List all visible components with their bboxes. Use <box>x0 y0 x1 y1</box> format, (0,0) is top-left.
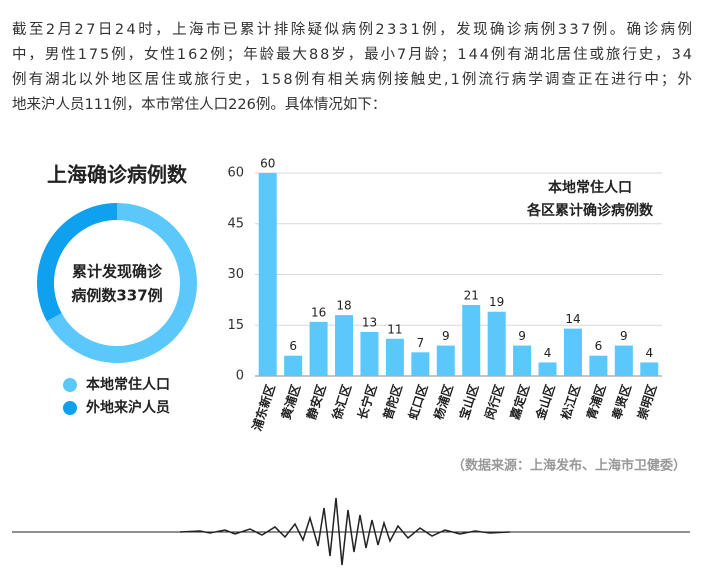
paragraph-line: 地来沪人员111例，本市常住人口226例。具体情况如下： <box>12 96 386 113</box>
x-tick-label: 闵行区 <box>481 382 506 421</box>
paragraph-line: 中，男性175例，女性162例；年龄最大88岁，最小7月龄；144例有湖北居住或… <box>12 45 692 63</box>
value-label: 13 <box>362 316 377 330</box>
value-label: 4 <box>645 346 653 360</box>
bar <box>513 345 532 376</box>
x-tick-label: 金山区 <box>532 382 558 422</box>
x-tick-label: 崇明区 <box>634 382 659 421</box>
value-label: 9 <box>442 329 450 343</box>
legend-swatch <box>63 401 77 415</box>
x-tick-label: 嘉定区 <box>507 382 533 422</box>
x-tick-label: 杨浦区 <box>431 382 456 421</box>
x-tick-label: 长宁区 <box>354 382 379 421</box>
legend-label: 本地常住人口 <box>86 376 170 393</box>
value-label: 11 <box>387 322 402 336</box>
donut-segment <box>36 203 118 322</box>
y-tick-label: 15 <box>227 318 244 333</box>
x-tick-label: 黄浦区 <box>278 382 303 421</box>
y-tick-label: 45 <box>227 216 244 231</box>
value-label: 60 <box>260 157 275 171</box>
bar <box>614 345 633 376</box>
bar <box>589 355 608 376</box>
value-label: 6 <box>289 339 297 353</box>
donut-center-label: 病例数337例 <box>71 287 162 305</box>
bar <box>258 173 277 376</box>
value-label: 21 <box>464 288 479 302</box>
x-tick-label: 宝山区 <box>456 382 481 421</box>
x-tick-label: 奉贤区 <box>608 382 634 422</box>
bar-title: 本地常住人口 <box>548 179 632 196</box>
value-label: 16 <box>311 305 326 319</box>
donut-center-label: 累计发现确诊 <box>72 263 163 281</box>
bar <box>385 338 404 376</box>
value-label: 18 <box>336 299 351 313</box>
value-label: 7 <box>417 336 425 350</box>
bar <box>436 345 455 376</box>
donut-title: 上海确诊病例数 <box>47 163 188 187</box>
y-tick-label: 60 <box>227 166 244 181</box>
x-tick-label: 青浦区 <box>583 382 608 421</box>
value-label: 19 <box>489 295 504 309</box>
x-tick-label: 浦东新区 <box>249 382 278 432</box>
waveform-divider <box>12 497 690 566</box>
y-tick-label: 0 <box>236 369 244 384</box>
value-label: 9 <box>518 329 526 343</box>
x-tick-label: 普陀区 <box>380 382 405 421</box>
legend-swatch <box>63 378 77 392</box>
paragraph-line: 截至2月27日24时，上海市已累计排除疑似病例2331例，发现确诊病例337例。… <box>12 21 692 38</box>
value-label: 6 <box>595 339 603 353</box>
value-label: 9 <box>620 329 628 343</box>
bar <box>487 311 506 376</box>
x-tick-label: 虹口区 <box>405 382 430 421</box>
x-tick-label: 徐汇区 <box>329 382 355 422</box>
bar <box>309 321 328 376</box>
x-tick-label: 静安区 <box>303 382 328 421</box>
x-tick-label: 松江区 <box>558 382 583 421</box>
bar <box>360 332 379 376</box>
bar <box>462 304 481 376</box>
source-note: （数据来源：上海发布、上海市卫健委） <box>452 458 686 474</box>
bar <box>284 355 303 376</box>
y-tick-label: 30 <box>227 267 244 282</box>
legend-label: 外地来沪人员 <box>86 399 170 416</box>
bar <box>411 352 430 376</box>
value-label: 4 <box>544 346 552 360</box>
bar <box>563 328 582 376</box>
value-label: 14 <box>565 312 580 326</box>
paragraph-line: 例有湖北以外地区居住或旅行史，158例有相关病例接触史,1例流行病学调查正在进行… <box>12 71 692 88</box>
bar <box>538 362 557 376</box>
bar <box>335 315 354 376</box>
bar <box>640 362 659 376</box>
bar-title: 各区累计确诊病例数 <box>526 202 654 219</box>
